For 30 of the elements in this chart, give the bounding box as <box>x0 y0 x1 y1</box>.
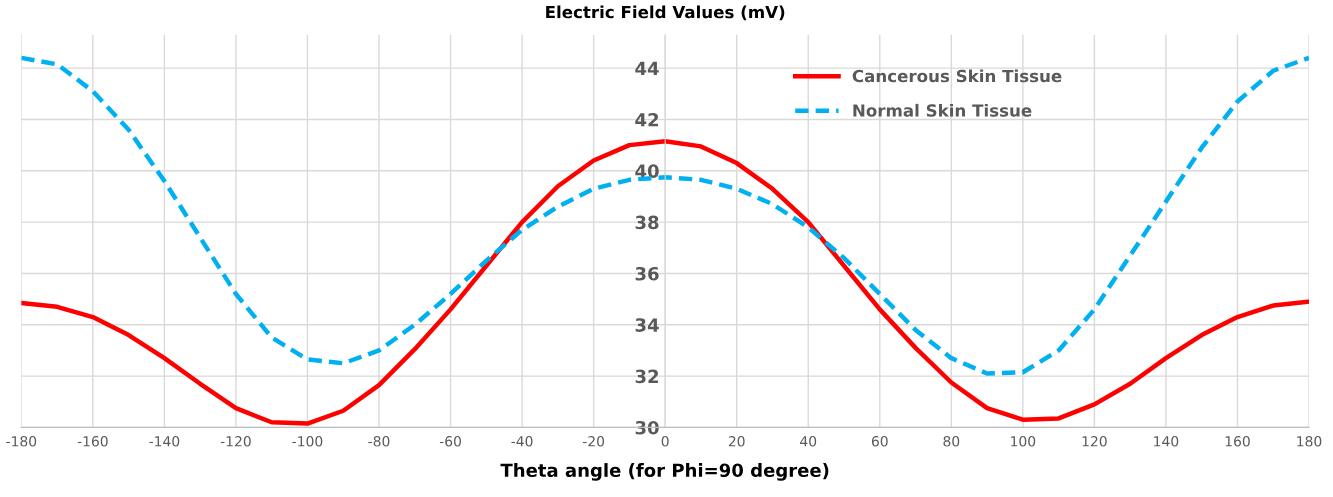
x-tick-label: -180 <box>6 436 37 447</box>
y-tick-label: 36 <box>635 266 659 281</box>
x-axis-title: Theta angle (for Phi=90 degree) <box>500 463 829 481</box>
y-tick-label: 42 <box>635 112 659 127</box>
x-tick-label: -100 <box>292 436 323 447</box>
x-tick-label: -60 <box>439 436 461 447</box>
y-tick-label: 32 <box>635 369 659 384</box>
y-tick-label: 40 <box>635 164 659 178</box>
chart-title: Electric Field Values (mV) <box>546 5 785 21</box>
y-tick-label: 44 <box>635 61 659 76</box>
x-tick-label: -20 <box>582 436 605 447</box>
y-tick-label: 38 <box>635 215 659 230</box>
x-tick-label: -80 <box>368 436 390 447</box>
x-tick-label: 40 <box>800 436 817 447</box>
x-tick-label: 180 <box>1297 436 1322 447</box>
x-tick-label: -120 <box>220 436 251 447</box>
x-tick-label: 160 <box>1225 436 1250 447</box>
legend-label: Normal Skin Tissue <box>853 103 1032 117</box>
x-tick-label: 80 <box>943 436 960 447</box>
x-tick-label: 140 <box>1154 436 1179 447</box>
x-tick-label: 60 <box>871 436 888 447</box>
x-tick-label: 120 <box>1082 436 1107 447</box>
x-tick-label: 0 <box>661 436 669 447</box>
x-tick-label: -160 <box>77 436 108 447</box>
y-tick-label: 34 <box>635 318 659 332</box>
x-tick-label: -40 <box>511 436 533 447</box>
x-tick-label: 100 <box>1011 436 1036 447</box>
legend-label: Cancerous Skin Tissue <box>852 69 1062 83</box>
x-tick-label: -140 <box>149 436 180 447</box>
x-tick-label: 20 <box>728 436 745 447</box>
